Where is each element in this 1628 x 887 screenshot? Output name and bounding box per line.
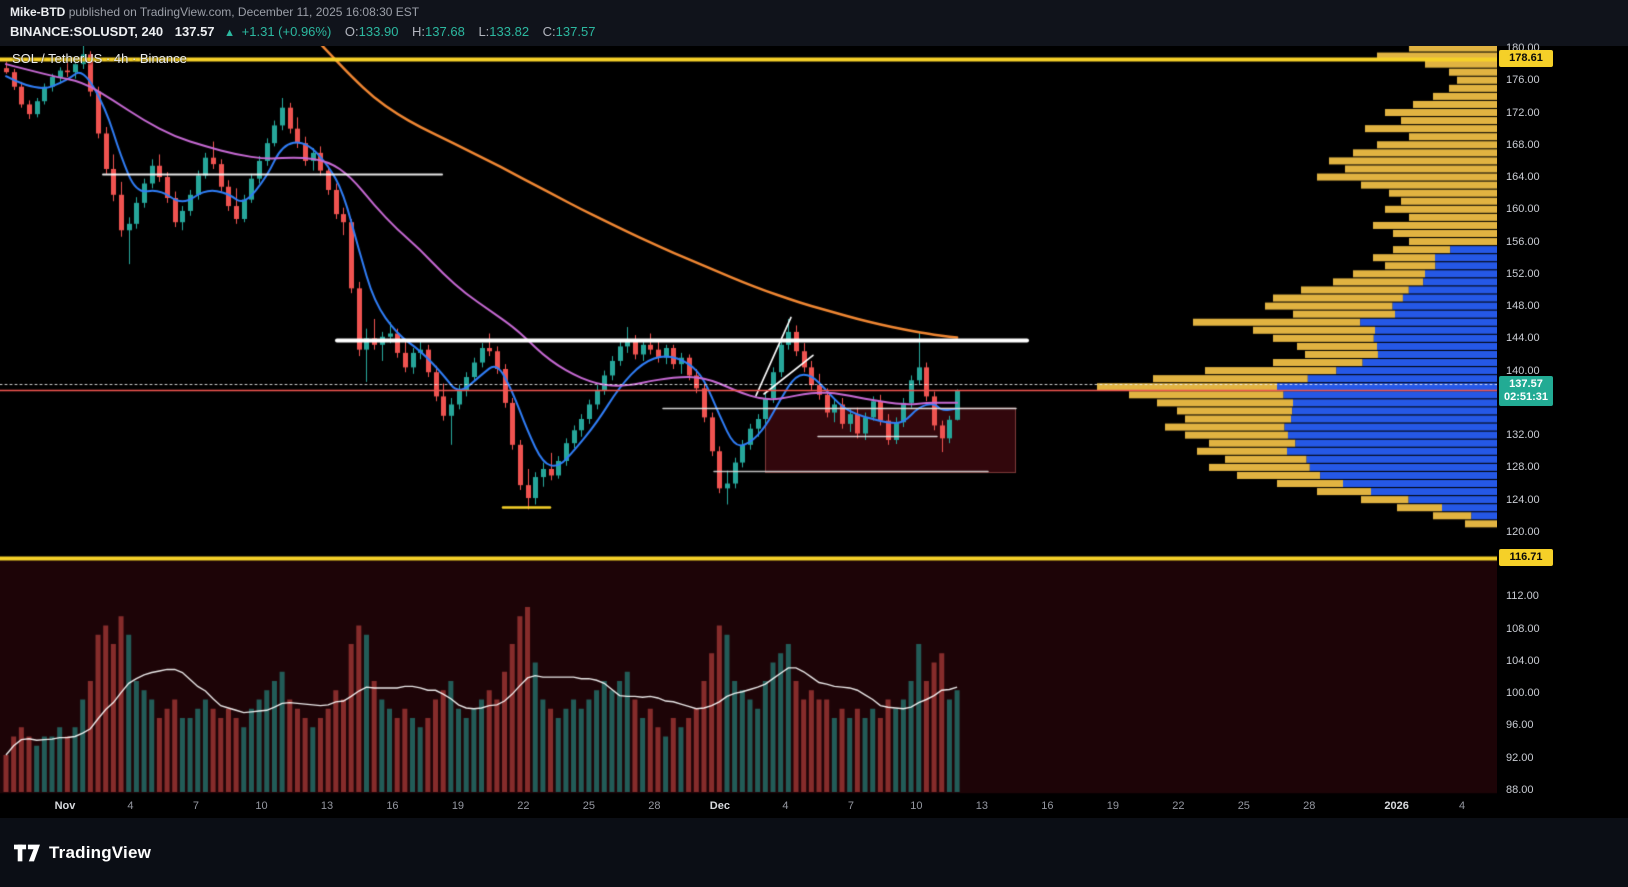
price-axis-label: 112.00 (1506, 590, 1539, 603)
time-axis-label: 13 (320, 800, 334, 812)
footer-bar: TradingView (0, 818, 1628, 887)
price-axis-label: 160.00 (1506, 203, 1540, 216)
tradingview-brand-text: TradingView (49, 842, 152, 862)
symbol-info-row: BINANCE:SOLUSDT, 240 137.57 ▲ +1.31 (+0.… (10, 22, 1628, 43)
ohlc-high-value: 137.68 (425, 24, 465, 39)
author-name: Mike-BTD (10, 5, 66, 19)
time-axis-label: 19 (1106, 800, 1119, 812)
price-axis-label: 176.00 (1506, 74, 1540, 87)
tradingview-logo[interactable]: TradingView (14, 843, 151, 863)
time-axis-label: 4 (1459, 800, 1466, 812)
time-axis-label: 19 (451, 800, 465, 812)
time-axis-label: 22 (1172, 800, 1185, 812)
price-axis-label: 96.00 (1506, 719, 1534, 732)
price-level-badge: 116.71 (1499, 549, 1553, 567)
last-price-countdown-badge: 137.57 02:51:31 (1499, 376, 1553, 407)
price-level-badge: 178.61 (1499, 50, 1553, 68)
ohlc-open-label: O: (344, 24, 359, 39)
price-axis-label: 168.00 (1506, 138, 1540, 151)
time-axis-label: Nov (54, 800, 76, 812)
price-axis-label: 172.00 (1506, 106, 1540, 119)
main-chart-canvas[interactable] (0, 46, 1497, 795)
time-axis-label: 22 (517, 800, 530, 812)
price-axis-label: 144.00 (1506, 332, 1540, 345)
publish-header: Mike-BTD published on TradingView.com, D… (0, 0, 1628, 46)
time-axis-label: 4 (127, 800, 134, 812)
chart-legend-title[interactable]: SOL / TetherUS · 4h · Binance (12, 51, 187, 66)
ohlc-high-label: H: (412, 24, 426, 39)
price-change-value: +1.31 (+0.96%) (241, 24, 332, 39)
chart-area: SOL / TetherUS · 4h · Binance 180.00 176.… (0, 42, 1628, 818)
price-axis-label: 88.00 (1506, 784, 1534, 796)
time-axis-label: 10 (910, 800, 923, 812)
price-axis-label: 152.00 (1506, 267, 1540, 280)
time-axis-label: 25 (582, 800, 596, 812)
time-axis-label: 7 (192, 800, 200, 812)
price-axis-label: 92.00 (1506, 751, 1534, 764)
ohlc-open-value: 133.90 (358, 24, 399, 39)
ohlc-close-value: 137.57 (555, 24, 596, 39)
tradingview-logo-icon (14, 844, 40, 861)
time-axis-label: 4 (782, 800, 789, 812)
price-axis-label: 140.00 (1506, 364, 1540, 377)
price-axis[interactable]: 180.00 176.00 172.00 168.00 164.00 160.00 156.… (1497, 42, 1628, 796)
time-axis-label: 25 (1237, 800, 1250, 812)
price-axis-label: 128.00 (1506, 461, 1540, 474)
ohlc-low-value: 133.82 (489, 24, 530, 39)
time-axis-label: Dec (709, 800, 730, 812)
time-axis-label: 7 (847, 800, 854, 812)
time-axis-label: 10 (255, 800, 268, 812)
price-axis-label: 164.00 (1506, 171, 1540, 184)
time-axis-label: 13 (975, 800, 988, 812)
price-axis-label: 156.00 (1506, 235, 1540, 248)
price-axis-label: 104.00 (1506, 654, 1540, 667)
publish-info-row: Mike-BTD published on TradingView.com, D… (10, 4, 1628, 21)
price-axis-label: 100.00 (1506, 687, 1540, 700)
price-axis-label: 108.00 (1506, 622, 1540, 635)
price-axis-label: 148.00 (1506, 300, 1540, 313)
symbol-interval-label: BINANCE:SOLUSDT, 240 (10, 24, 164, 39)
time-axis-label: 2026 (1384, 800, 1409, 812)
published-text: published on TradingView.com, December 1… (68, 5, 420, 19)
time-axis[interactable]: Nov 4 7 10 13 16 19 22 25 28 Dec 4 7 10 13 16 19 22 25 28 20… (0, 795, 1497, 818)
ohlc-close-label: C: (542, 24, 556, 39)
price-axis-label: 132.00 (1506, 429, 1540, 442)
change-up-arrow-icon: ▲ (224, 27, 236, 39)
time-axis-label: 28 (1303, 800, 1316, 812)
price-axis-label: 120.00 (1506, 525, 1540, 538)
time-axis-label: 16 (1041, 800, 1054, 812)
price-axis-label: 124.00 (1506, 493, 1540, 506)
ohlc-low-label: L: (478, 24, 490, 39)
time-axis-label: 16 (386, 800, 399, 812)
time-axis-label: 28 (648, 800, 661, 812)
last-price-value: 137.57 (174, 24, 215, 39)
